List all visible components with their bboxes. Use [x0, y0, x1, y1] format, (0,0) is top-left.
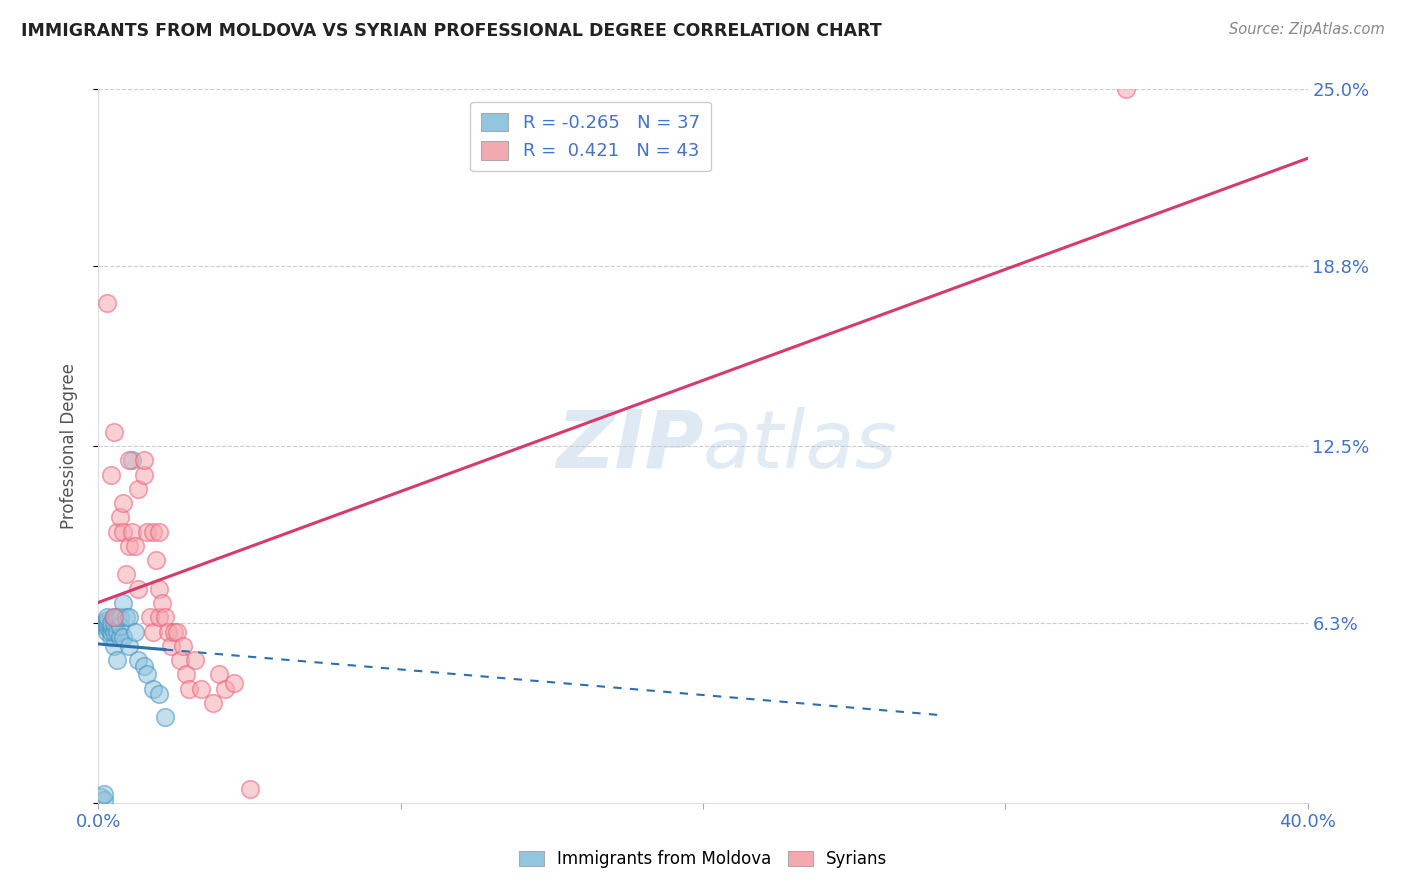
- Text: Source: ZipAtlas.com: Source: ZipAtlas.com: [1229, 22, 1385, 37]
- Point: [96, 613, 118, 627]
- Point: [135, 524, 157, 539]
- Point: [108, 610, 131, 624]
- Point: [208, 667, 231, 681]
- Point: [127, 653, 149, 667]
- Text: atlas: atlas: [703, 407, 898, 485]
- Point: [100, 624, 122, 639]
- Point: [100, 615, 122, 630]
- Point: [114, 610, 136, 624]
- Point: [214, 681, 236, 696]
- Point: [224, 676, 246, 690]
- Point: [103, 610, 125, 624]
- Point: [100, 630, 122, 644]
- Point: [148, 687, 170, 701]
- Point: [132, 467, 155, 482]
- Point: [142, 524, 165, 539]
- Point: [100, 467, 122, 482]
- Point: [118, 539, 141, 553]
- Point: [93, 615, 115, 630]
- Point: [105, 610, 128, 624]
- Point: [114, 567, 136, 582]
- Point: [103, 425, 125, 439]
- Point: [124, 624, 146, 639]
- Point: [142, 624, 165, 639]
- Point: [105, 624, 128, 639]
- Point: [96, 619, 118, 633]
- Point: [105, 524, 128, 539]
- Point: [156, 624, 179, 639]
- Point: [202, 696, 225, 710]
- Point: [118, 453, 141, 467]
- Point: [179, 681, 201, 696]
- Point: [108, 619, 131, 633]
- Point: [96, 615, 118, 630]
- Point: [111, 596, 134, 610]
- Point: [111, 496, 134, 510]
- Point: [172, 639, 194, 653]
- Point: [96, 624, 118, 639]
- Point: [90, 790, 112, 805]
- Point: [111, 524, 134, 539]
- Point: [118, 639, 141, 653]
- Point: [1115, 82, 1137, 96]
- Point: [150, 596, 173, 610]
- Point: [127, 582, 149, 596]
- Point: [103, 624, 125, 639]
- Point: [166, 624, 188, 639]
- Point: [190, 681, 212, 696]
- Point: [132, 453, 155, 467]
- Point: [163, 624, 186, 639]
- Point: [111, 630, 134, 644]
- Point: [160, 639, 183, 653]
- Point: [93, 787, 115, 801]
- Point: [93, 619, 115, 633]
- Point: [142, 681, 165, 696]
- Point: [132, 658, 155, 673]
- Point: [96, 610, 118, 624]
- Point: [100, 619, 122, 633]
- Point: [127, 482, 149, 496]
- Point: [96, 296, 118, 310]
- Point: [103, 639, 125, 653]
- Point: [118, 610, 141, 624]
- Point: [121, 524, 143, 539]
- Point: [135, 667, 157, 681]
- Legend: R = -0.265   N = 37, R =  0.421   N = 43: R = -0.265 N = 37, R = 0.421 N = 43: [470, 102, 710, 171]
- Point: [184, 653, 207, 667]
- Point: [148, 582, 170, 596]
- Point: [93, 793, 115, 807]
- Point: [103, 615, 125, 630]
- Point: [153, 710, 176, 724]
- Point: [148, 524, 170, 539]
- Y-axis label: Professional Degree: Professional Degree: [59, 363, 77, 529]
- Point: [139, 610, 162, 624]
- Text: IMMIGRANTS FROM MOLDOVA VS SYRIAN PROFESSIONAL DEGREE CORRELATION CHART: IMMIGRANTS FROM MOLDOVA VS SYRIAN PROFES…: [21, 22, 882, 40]
- Point: [108, 630, 131, 644]
- Point: [108, 510, 131, 524]
- Point: [105, 653, 128, 667]
- Point: [148, 610, 170, 624]
- Point: [169, 653, 191, 667]
- Point: [124, 539, 146, 553]
- Point: [145, 553, 167, 567]
- Point: [121, 453, 143, 467]
- Legend: Immigrants from Moldova, Syrians: Immigrants from Moldova, Syrians: [512, 844, 894, 875]
- Text: ZIP: ZIP: [555, 407, 703, 485]
- Point: [103, 610, 125, 624]
- Point: [239, 781, 262, 796]
- Point: [174, 667, 197, 681]
- Point: [153, 610, 176, 624]
